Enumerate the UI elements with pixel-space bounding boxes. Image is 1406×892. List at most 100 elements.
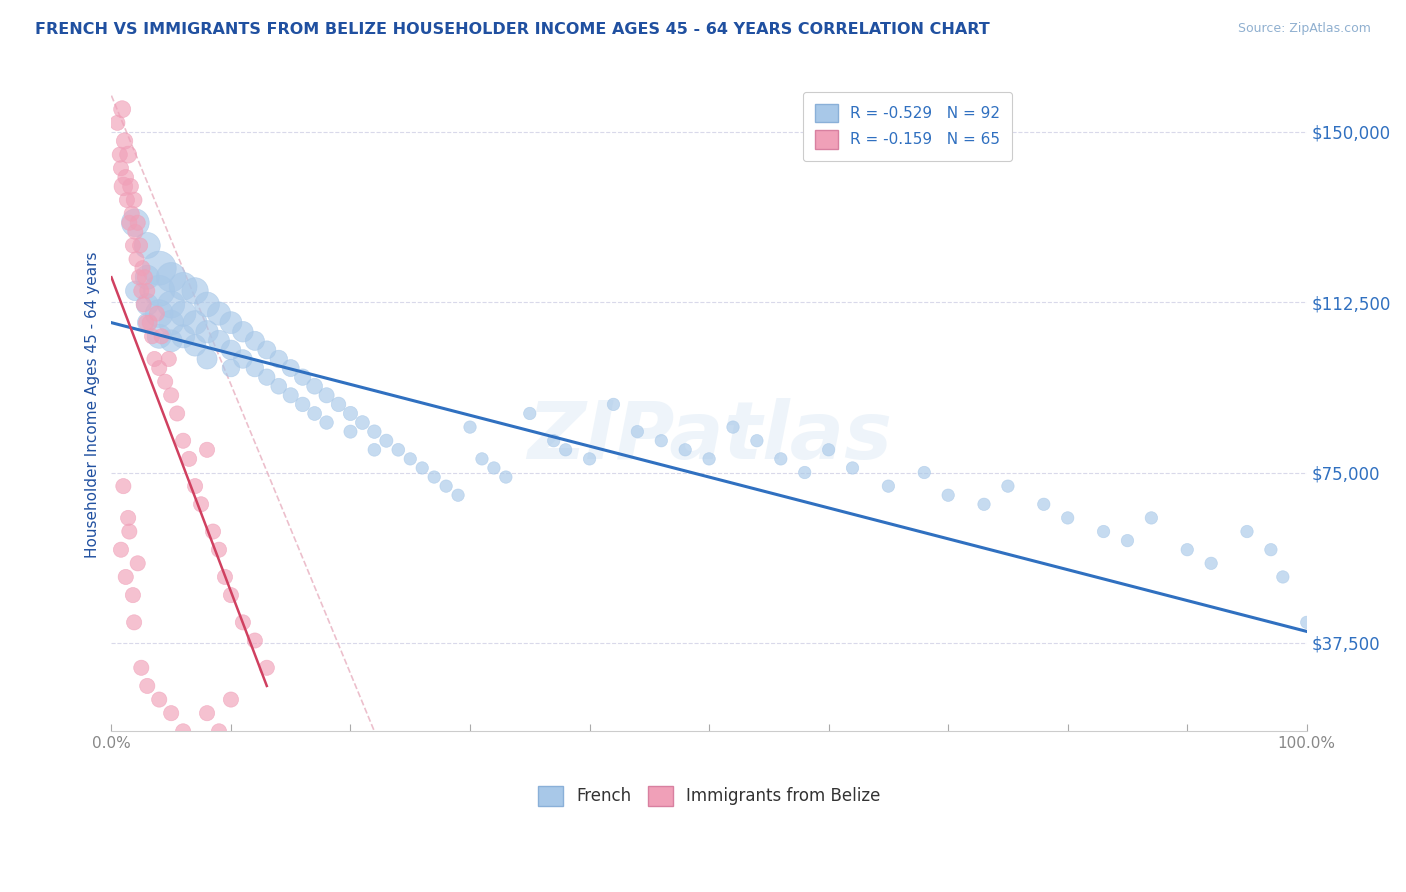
Point [143,351,166,366]
Point [280,361,302,376]
Point [124,225,146,239]
Point [232,615,254,630]
Point [291,370,314,384]
Point [114,134,136,148]
Point [578,451,600,466]
Point [172,279,194,293]
Point [243,633,266,648]
Point [160,297,183,311]
Point [190,497,212,511]
Point [125,252,148,266]
Point [110,542,132,557]
Point [256,661,278,675]
Point [673,442,696,457]
Point [160,706,183,721]
Point [195,351,218,366]
Point [122,238,145,252]
Point [184,738,207,752]
Point [721,420,744,434]
Point [138,316,160,330]
Point [280,388,302,402]
Point [554,442,576,457]
Point [115,193,138,207]
Point [793,466,815,480]
Point [111,102,134,116]
Point [184,338,207,352]
Point [267,351,290,366]
Point [495,470,517,484]
Point [411,461,433,475]
Point [179,451,201,466]
Point [131,261,153,276]
Point [112,179,135,194]
Point [121,207,143,221]
Point [195,297,218,311]
Point [124,284,146,298]
Point [1032,497,1054,511]
Point [232,325,254,339]
Point [136,238,159,252]
Point [1140,511,1163,525]
Point [148,307,170,321]
Point [117,511,139,525]
Point [150,329,173,343]
Point [1199,557,1222,571]
Point [132,297,155,311]
Point [166,407,188,421]
Point [172,434,194,448]
Point [745,434,768,448]
Text: ZIPatlas: ZIPatlas [527,398,891,476]
Point [219,361,242,376]
Point [315,388,337,402]
Point [195,442,218,457]
Point [602,397,624,411]
Point [122,193,145,207]
Point [1092,524,1115,539]
Point [232,751,254,765]
Point [129,284,152,298]
Point [817,442,839,457]
Point [135,316,157,330]
Point [184,479,207,493]
Point [117,147,139,161]
Point [434,479,457,493]
Point [877,479,900,493]
Point [352,416,374,430]
Point [136,316,159,330]
Point [936,488,959,502]
Point [160,334,183,348]
Point [208,307,231,321]
Point [482,461,505,475]
Point [1056,511,1078,525]
Point [214,570,236,584]
Point [120,179,142,194]
Point [184,316,207,330]
Point [136,297,159,311]
Point [363,425,385,439]
Point [118,216,141,230]
Point [458,420,481,434]
Point [112,479,135,493]
Point [136,679,159,693]
Point [232,351,254,366]
Point [108,147,131,161]
Point [208,542,231,557]
Point [256,370,278,384]
Point [148,261,170,276]
Point [267,379,290,393]
Point [141,329,163,343]
Point [127,557,149,571]
Point [136,270,159,285]
Point [1260,542,1282,557]
Point [160,388,183,402]
Point [202,524,225,539]
Point [114,170,136,185]
Point [363,442,385,457]
Legend: French, Immigrants from Belize: French, Immigrants from Belize [531,779,887,813]
Point [399,451,422,466]
Point [375,434,398,448]
Point [697,451,720,466]
Point [129,238,152,252]
Point [912,466,935,480]
Point [148,692,170,706]
